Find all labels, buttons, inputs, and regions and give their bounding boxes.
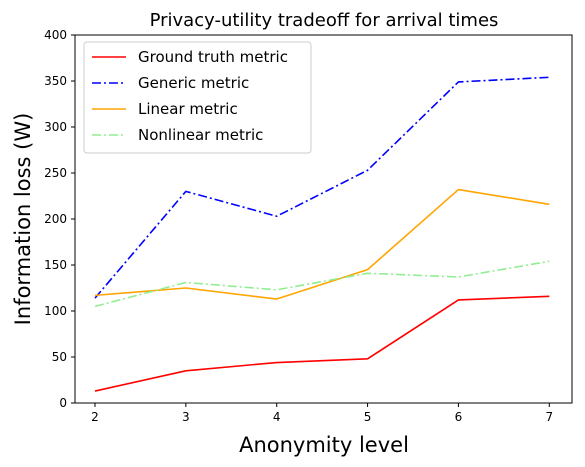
x-tick-label: 3: [182, 410, 190, 424]
y-tick-label: 0: [59, 396, 67, 410]
y-tick-label: 300: [44, 120, 67, 134]
y-tick-label: 250: [44, 166, 67, 180]
y-tick-label: 100: [44, 304, 67, 318]
y-axis-ticks: 0 50 100 150 200 250 300 350 400: [44, 28, 75, 410]
legend-label: Nonlinear metric: [138, 126, 263, 144]
y-tick-label: 400: [44, 28, 67, 42]
legend: Ground truth metric Generic metric Linear …: [83, 41, 312, 154]
legend-label: Generic metric: [138, 74, 249, 92]
x-tick-label: 5: [364, 410, 372, 424]
legend-label: Ground truth metric: [138, 48, 288, 66]
legend-label: Linear metric: [138, 100, 238, 118]
series-line: [94, 295, 550, 392]
y-tick-label: 150: [44, 258, 67, 272]
x-tick-label: 4: [273, 410, 281, 424]
y-axis-label: Information loss (W): [11, 113, 35, 326]
y-tick-label: 200: [44, 212, 67, 226]
legend-box: [83, 41, 312, 154]
y-tick-label: 350: [44, 74, 67, 88]
x-axis-label: Anonymity level: [239, 433, 409, 457]
x-tick-label: 6: [455, 410, 463, 424]
series-line: [94, 76, 550, 299]
y-tick-label: 50: [52, 350, 67, 364]
series-layer: [94, 76, 550, 392]
x-tick-label: 7: [545, 410, 553, 424]
x-tick-label: 2: [91, 410, 99, 424]
chart-title: Privacy-utility tradeoff for arrival tim…: [150, 10, 499, 31]
series-line: [94, 188, 550, 300]
x-axis-ticks: 2 3 4 5 6 7: [91, 403, 553, 424]
